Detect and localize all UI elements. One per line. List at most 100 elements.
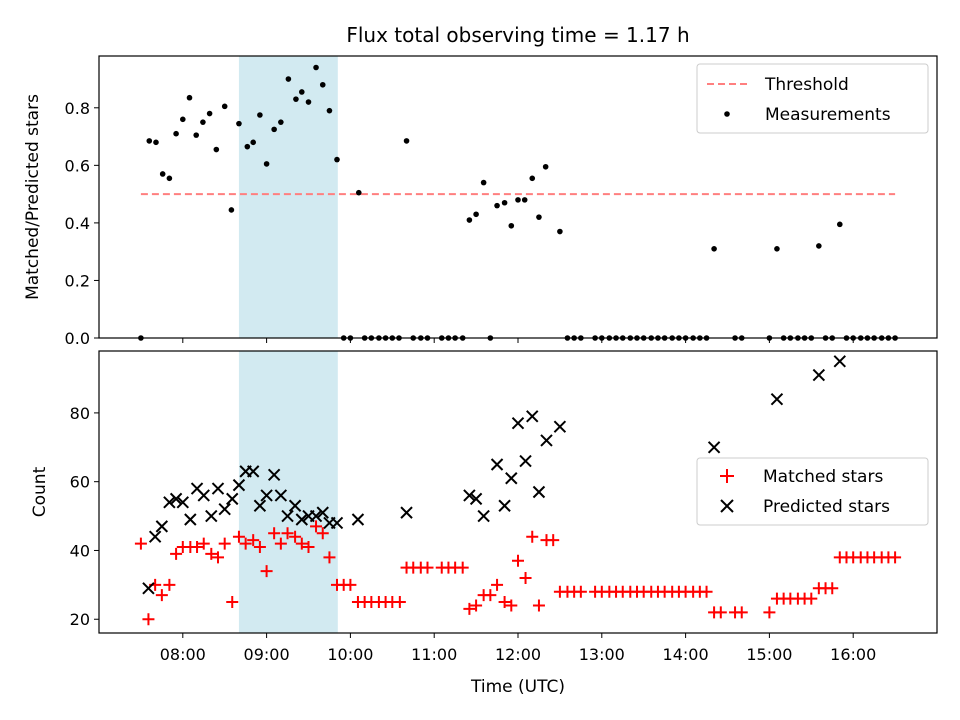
measurement-point — [200, 119, 206, 125]
matched-star-point — [323, 551, 336, 564]
measurement-point — [836, 221, 843, 228]
legend-matched-swatch — [720, 469, 734, 483]
measurement-point — [313, 64, 319, 71]
matched-star-point — [519, 571, 532, 584]
predicted-star-point — [770, 392, 784, 406]
predicted-star-point — [519, 454, 532, 468]
top-y-tick-label: 0.2 — [65, 271, 90, 290]
predicted-star-point — [526, 410, 539, 423]
top-highlight-span — [238, 56, 338, 338]
measurement-point — [173, 130, 179, 137]
measurement-point — [816, 243, 822, 249]
matched-star-point — [498, 596, 511, 609]
matched-star-point — [463, 602, 476, 615]
measurement-point — [221, 103, 228, 110]
predicted-star-point — [246, 465, 260, 478]
matched-star-point — [512, 554, 524, 567]
matched-star-point — [274, 537, 287, 550]
matched-star-point — [191, 541, 204, 554]
matched-star-point — [281, 527, 294, 540]
measurement-point — [153, 139, 159, 146]
measurement-point — [166, 175, 173, 182]
predicted-star-point — [309, 509, 323, 523]
matched-star-point — [295, 537, 308, 550]
legend-measurements-label: Measurements — [765, 105, 891, 125]
matched-star-point — [134, 537, 147, 550]
bottom-y-tick-label: 60 — [70, 473, 90, 492]
predicted-star-point — [197, 489, 210, 502]
matched-star-point — [302, 541, 315, 554]
top-legend: Threshold Measurements — [696, 63, 929, 134]
measurement-point — [228, 207, 235, 213]
legend-predicted-label: Predicted stars — [763, 497, 890, 517]
measurement-point — [515, 197, 521, 203]
bottom-panel: 20 40 60 80 08:00 09:00 10:00 11:00 12:00 13:00 1… — [30, 350, 938, 697]
predicted-star-point — [553, 420, 567, 433]
predicted-star-point — [232, 478, 246, 492]
matched-star-point — [211, 551, 224, 564]
measurement-point — [480, 179, 487, 186]
legend-measurements-swatch — [724, 111, 730, 117]
matched-star-point — [344, 578, 357, 591]
predicted-star-point — [812, 368, 826, 382]
x-tick-label: 08:00 — [160, 645, 206, 664]
measurement-point — [159, 171, 166, 177]
measurement-point — [542, 163, 549, 170]
top-y-ticks: 0.0 0.2 0.4 0.6 0.8 — [65, 99, 99, 348]
predicted-star-point — [142, 582, 155, 595]
predicted-star-point — [169, 492, 183, 506]
x-tick-label: 11:00 — [411, 645, 457, 664]
legend-threshold-label: Threshold — [764, 75, 849, 95]
bottom-x-ticks: 08:00 09:00 10:00 11:00 12:00 13:00 14:00 15:00… — [160, 633, 876, 664]
predicted-star-point — [463, 489, 476, 502]
matched-star-point — [763, 606, 776, 619]
matched-star-point — [526, 530, 539, 543]
matched-star-point — [155, 589, 168, 602]
x-tick-label: 14:00 — [663, 645, 709, 664]
measurement-point — [278, 119, 284, 125]
matched-star-point — [205, 547, 218, 560]
measurement-point — [466, 217, 473, 223]
measurement-point — [521, 197, 528, 203]
bottom-legend-box — [696, 457, 929, 526]
measurement-point — [326, 107, 333, 114]
top-legend-box — [696, 63, 929, 134]
measurement-point — [271, 126, 277, 133]
top-y-tick-label: 0.0 — [65, 329, 90, 348]
bottom-highlight-span — [238, 351, 338, 633]
predicted-star-point — [260, 489, 273, 502]
predicted-star-point — [226, 492, 239, 506]
predicted-star-point — [505, 472, 518, 485]
measurement-point — [355, 189, 362, 196]
matched-star-point — [889, 551, 902, 564]
predicted-star-point — [400, 506, 413, 519]
measurement-point — [206, 110, 213, 117]
x-tick-label: 13:00 — [579, 645, 625, 664]
top-panel: 0.00.20.40.60.8 Matched/Predicted stars … — [23, 55, 938, 348]
top-y-axis-label: Matched/Predicted stars — [23, 94, 43, 300]
predicted-star-point — [532, 485, 546, 499]
measurement-point — [293, 96, 299, 102]
predicted-star-point — [477, 509, 490, 523]
measurement-point — [180, 116, 186, 123]
measurement-point — [501, 199, 508, 206]
x-tick-label: 15:00 — [746, 645, 792, 664]
predicted-star-point — [498, 499, 511, 512]
matched-star-point — [393, 596, 406, 609]
predicted-star-point — [288, 499, 302, 512]
legend-predicted-swatch — [720, 499, 734, 513]
matched-star-point — [714, 606, 727, 619]
matched-star-point — [163, 578, 176, 591]
chart-title: Flux total observing time = 1.17 h — [346, 23, 689, 47]
measurement-point — [236, 120, 242, 127]
matched-star-point — [421, 561, 434, 574]
predicted-star-point — [267, 468, 281, 482]
matched-star-point — [700, 585, 713, 598]
predicted-star-point — [211, 482, 225, 495]
predicted-star-point — [274, 489, 288, 502]
matched-star-point — [142, 613, 155, 626]
measurement-point — [213, 146, 220, 153]
matched-star-point — [239, 537, 252, 550]
predicted-star-point — [253, 499, 267, 512]
measurement-point — [285, 76, 292, 82]
